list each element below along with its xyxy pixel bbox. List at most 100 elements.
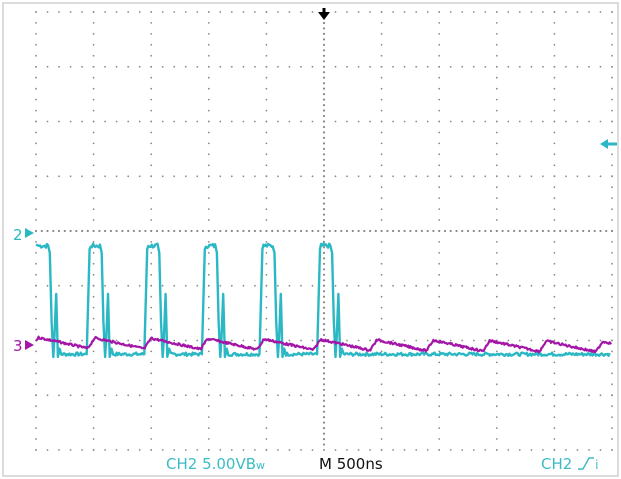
grid-dot — [322, 191, 326, 194]
grid-dot — [115, 175, 118, 178]
grid-dot — [150, 306, 153, 309]
grid-dot — [392, 284, 394, 287]
grid-dot — [553, 383, 556, 386]
grid-dot — [484, 65, 487, 68]
grid-dot — [35, 262, 37, 265]
grid-dot — [207, 372, 210, 375]
grid-dot — [553, 175, 556, 178]
grid-dot — [322, 164, 326, 167]
grid-dot — [150, 262, 153, 265]
grid-dot — [495, 54, 498, 57]
grid-dot — [495, 295, 498, 298]
grid-dot — [207, 76, 210, 79]
grid-dot — [426, 339, 429, 342]
grid-dot — [438, 361, 441, 364]
grid-dot — [150, 11, 153, 13]
grid-dot — [300, 11, 302, 13]
grid-dot — [438, 142, 441, 145]
grid-dot — [92, 87, 95, 90]
grid-dot — [611, 186, 613, 189]
grid-dot — [92, 241, 95, 243]
grid-dot — [472, 339, 475, 342]
grid-dot — [219, 229, 222, 233]
grid-dot — [495, 164, 498, 167]
grid-dot — [611, 65, 613, 68]
grid-dot — [542, 65, 544, 68]
grid-dot — [380, 262, 383, 265]
grid-dot — [461, 229, 464, 233]
grid-dot — [35, 273, 37, 276]
rising-edge-icon — [578, 457, 595, 470]
arrow-right-icon — [25, 228, 34, 238]
grid-dot — [599, 284, 602, 287]
grid-dot — [288, 449, 291, 451]
grid-dot — [495, 33, 498, 35]
grid-dot — [230, 120, 233, 123]
grid-dot — [553, 306, 556, 309]
grid-dot — [553, 54, 556, 57]
grid-dot — [144, 229, 147, 233]
grid-dot — [484, 394, 487, 397]
grid-dot — [207, 427, 210, 429]
grid-dot — [58, 394, 60, 397]
grid-dot — [565, 65, 567, 68]
grid-dot — [415, 339, 418, 342]
grid-dot — [553, 142, 556, 145]
grid-dot — [610, 229, 614, 233]
grid-dot — [230, 339, 233, 342]
grid-dot — [334, 175, 337, 178]
grid-dot — [438, 252, 441, 254]
grid-dot — [150, 394, 153, 397]
grid-dot — [127, 65, 130, 68]
grid-dot — [547, 229, 550, 233]
grid-dot — [58, 175, 60, 178]
grid-dot — [121, 229, 124, 233]
grid-dot — [35, 219, 37, 221]
grid-dot — [150, 33, 153, 35]
grid-dot — [611, 438, 613, 440]
grid-dot — [553, 98, 556, 101]
grid-dot — [524, 229, 527, 233]
grid-dot — [311, 284, 314, 287]
ch2-scale-text: CH2 5.00VB — [166, 455, 257, 473]
grid-dot — [150, 186, 153, 189]
grid-dot — [564, 229, 568, 233]
grid-dot — [357, 65, 360, 68]
grid-dot — [576, 229, 579, 233]
grid-dot — [553, 361, 556, 364]
grid-dot — [484, 284, 487, 287]
grid-dot — [317, 229, 320, 233]
grid-dot — [69, 394, 72, 397]
grid-dot — [588, 120, 590, 123]
grid-dot — [92, 120, 95, 123]
grid-dot — [138, 394, 141, 397]
grid-dot — [611, 153, 613, 156]
grid-dot — [127, 284, 130, 287]
grid-dot — [392, 339, 394, 342]
grid-dot — [207, 11, 210, 13]
grid-dot — [611, 43, 613, 46]
grid-dot — [35, 284, 37, 287]
grid-dot — [530, 284, 533, 287]
grid-dot — [207, 164, 210, 167]
grid-dot — [553, 87, 556, 90]
grid-dot — [219, 120, 222, 123]
grid-dot — [265, 394, 268, 397]
grid-dot — [207, 328, 210, 331]
grid-dot — [92, 229, 95, 233]
grid-dot — [322, 312, 326, 315]
grid-dot — [553, 449, 556, 451]
grid-dot — [611, 11, 613, 13]
grid-dot — [403, 175, 406, 178]
grid-dot — [322, 421, 326, 424]
grid-dot — [104, 11, 106, 13]
grid-dot — [242, 394, 245, 397]
grid-dot — [173, 449, 176, 451]
grid-dot — [443, 229, 447, 233]
grid-dot — [173, 339, 176, 342]
grid-dot — [92, 98, 95, 101]
grid-dot — [207, 208, 210, 211]
grid-dot — [161, 120, 164, 123]
grid-dot — [426, 175, 429, 178]
grid-dot — [334, 11, 337, 13]
